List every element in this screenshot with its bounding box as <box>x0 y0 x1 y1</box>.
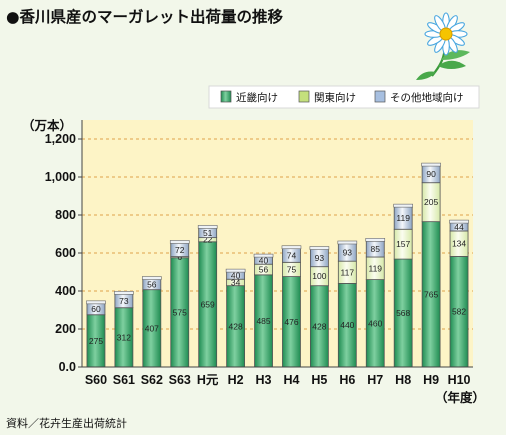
data-label: 56 <box>147 279 157 289</box>
data-label: 119 <box>396 213 410 223</box>
data-label: 44 <box>454 222 464 232</box>
data-label: 119 <box>368 263 382 273</box>
bar-cap <box>337 240 358 245</box>
legend-swatch-kinki <box>220 90 232 103</box>
bar-cap <box>421 162 441 167</box>
x-tick-label: H3 <box>256 373 272 387</box>
bar-cap <box>114 291 134 295</box>
data-label: 568 <box>396 308 410 318</box>
bar-cap <box>309 246 330 250</box>
bar-cap <box>253 253 274 258</box>
data-label: 428 <box>229 321 243 331</box>
data-label: 56 <box>259 265 269 275</box>
x-tick-label: S61 <box>113 373 135 387</box>
data-label: 40 <box>259 255 269 265</box>
legend-label-other: その他地域向け <box>390 91 464 104</box>
data-label: 93 <box>315 253 325 263</box>
y-tick-label: 200 <box>55 322 76 336</box>
data-label: 117 <box>341 267 355 277</box>
x-tick-label: S63 <box>169 373 191 387</box>
bar-cap <box>86 300 106 305</box>
data-label: 75 <box>287 264 297 274</box>
legend-label-kanto: 関東向け <box>314 91 356 104</box>
data-label: 275 <box>89 336 103 346</box>
bar-cap <box>169 240 190 244</box>
data-source: 資料／花卉生産出荷統計 <box>6 416 127 430</box>
x-tick-label: H7 <box>367 373 383 387</box>
data-label: 205 <box>424 197 438 207</box>
y-tick-label: 600 <box>55 246 76 260</box>
data-label: 582 <box>452 307 466 317</box>
x-tick-label: S62 <box>141 373 163 387</box>
data-label: 34 <box>231 277 241 287</box>
margaret-flower-icon <box>416 12 470 80</box>
bars: 2756031273407565756726592251428344048556… <box>86 162 469 368</box>
data-label: 22 <box>203 235 213 245</box>
x-axis-ticks: S60 S61 S62 S63 H元 H2 H3 H4 H5 H6 H7 H8 H9 H10 <box>85 373 471 387</box>
data-label: 134 <box>452 239 466 249</box>
y-axis-unit: （万本） <box>22 118 72 133</box>
data-label: 157 <box>396 239 410 249</box>
x-tick-label: H2 <box>228 373 244 387</box>
x-tick-label: H元 <box>197 373 219 387</box>
data-label: 74 <box>287 250 297 260</box>
data-label: 6 <box>177 252 182 262</box>
legend-label-kinki: 近畿向け <box>236 91 278 104</box>
data-label: 428 <box>312 321 326 331</box>
x-tick-label: H8 <box>395 373 411 387</box>
bar-cap <box>197 225 218 229</box>
bar-cap <box>365 238 386 242</box>
y-tick-label: 400 <box>55 284 76 298</box>
data-label: 72 <box>175 245 185 255</box>
legend-swatch-kanto <box>298 90 310 103</box>
data-label: 476 <box>284 317 298 327</box>
data-label: 93 <box>343 247 353 257</box>
data-label: 659 <box>201 299 215 309</box>
legend-swatch-other <box>374 90 386 103</box>
data-label: 60 <box>91 304 101 314</box>
data-label: 100 <box>312 271 326 281</box>
bar-cap <box>281 245 302 250</box>
bar-cap <box>225 268 246 273</box>
x-axis-unit: （年度） <box>435 390 485 405</box>
bar-cap <box>393 203 413 208</box>
bar-cap <box>142 276 162 280</box>
x-tick-label: H9 <box>423 373 439 387</box>
data-label: 765 <box>424 289 438 299</box>
bar-cap <box>449 219 469 224</box>
y-tick-label: 0.0 <box>59 360 76 374</box>
x-tick-label: H10 <box>448 373 471 387</box>
data-label: 85 <box>371 244 381 254</box>
plot-area <box>82 120 473 367</box>
y-tick-label: 1,000 <box>45 170 76 184</box>
data-label: 485 <box>256 316 270 326</box>
x-tick-label: H5 <box>311 373 327 387</box>
data-label: 73 <box>119 296 129 306</box>
data-label: 460 <box>368 318 382 328</box>
data-label: 440 <box>340 320 354 330</box>
data-label: 40 <box>231 270 241 280</box>
legend: 近畿向け 関東向け その他地域向け <box>208 85 480 109</box>
chart-title: ●香川県産のマーガレット出荷量の推移 <box>6 7 284 26</box>
x-tick-label: H4 <box>283 373 299 387</box>
y-tick-label: 800 <box>55 208 76 222</box>
x-tick-label: S60 <box>85 373 107 387</box>
data-label: 312 <box>117 332 131 342</box>
data-label: 51 <box>203 228 213 238</box>
data-label: 90 <box>426 169 436 179</box>
x-tick-label: H6 <box>339 373 355 387</box>
y-axis-ticks: 0.0 200 400 600 800 1,000 1,200 <box>45 132 82 374</box>
data-label: 407 <box>145 323 159 333</box>
data-label: 575 <box>173 307 187 317</box>
y-tick-label: 1,200 <box>45 132 76 146</box>
